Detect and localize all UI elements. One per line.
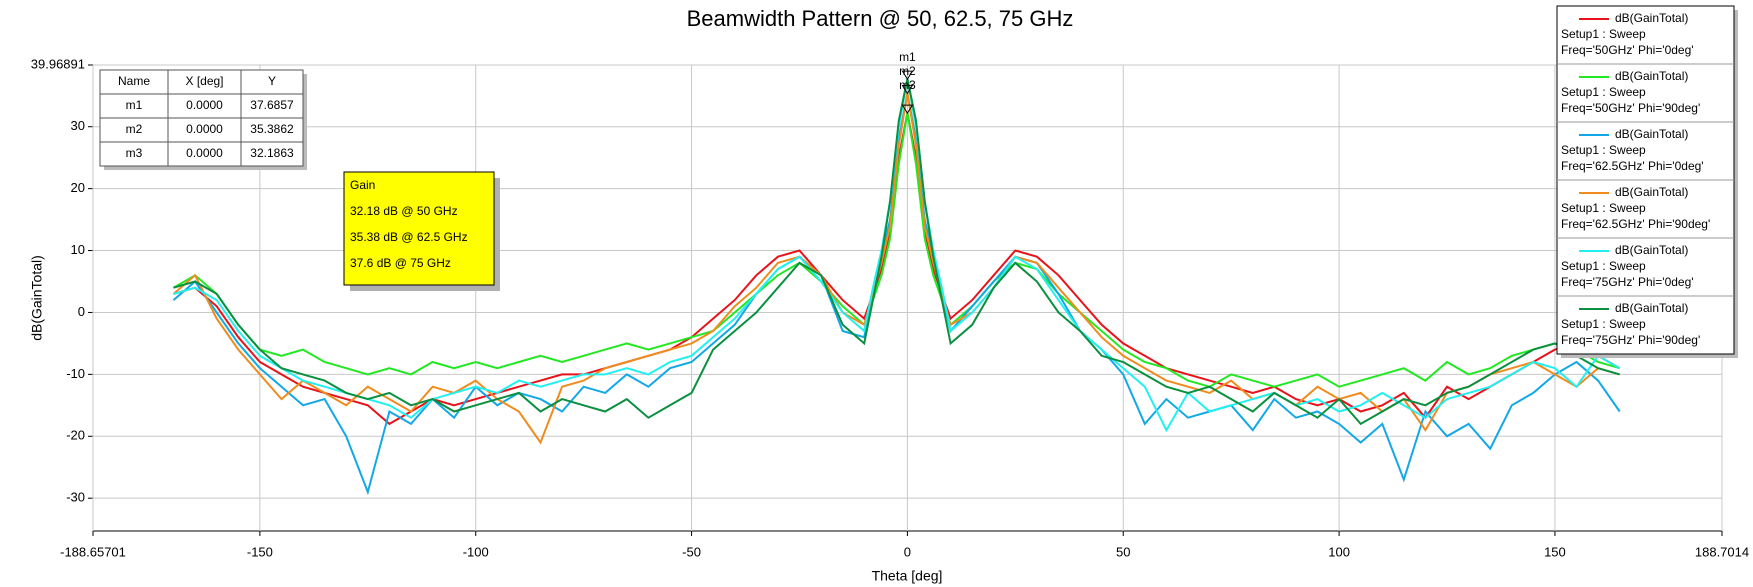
marker-triangle <box>901 70 914 81</box>
y-tick-label: -10 <box>66 366 85 381</box>
y-tick-label: 30 <box>71 118 85 133</box>
x-tick-label: -100 <box>463 544 489 559</box>
table-cell-text: 0.0000 <box>186 98 223 112</box>
y-tick-label: 0 <box>78 304 85 319</box>
table-cell-text: 37.6857 <box>250 98 294 112</box>
marker-label: m2 <box>899 64 916 78</box>
legend-name: dB(GainTotal) <box>1615 127 1688 141</box>
chart-title: Beamwidth Pattern @ 50, 62.5, 75 GHz <box>687 6 1074 31</box>
marker-triangle <box>901 84 914 95</box>
x-tick-label: 150 <box>1544 544 1566 559</box>
annotation-text: 35.38 dB @ 62.5 GHz <box>350 230 468 244</box>
x-tick-label: 188.7014 <box>1695 544 1749 559</box>
legend-setup: Setup1 : Sweep <box>1561 259 1646 273</box>
series-line <box>173 78 1620 426</box>
series-line <box>172 93 1620 445</box>
legend-setup: Setup1 : Sweep <box>1561 143 1646 157</box>
table-header: Name <box>118 74 150 88</box>
legend-name: dB(GainTotal) <box>1615 11 1688 25</box>
lines <box>172 78 1621 496</box>
table-cell-text: m2 <box>126 122 143 136</box>
legend-label: Freq='62.5GHz' Phi='0deg' <box>1561 159 1704 173</box>
table-cell-text: 0.0000 <box>186 122 223 136</box>
table-header: X [deg] <box>185 74 223 88</box>
x-tick-label: -50 <box>682 544 701 559</box>
table-cell <box>240 141 304 167</box>
table-cell-text: 32.1863 <box>250 146 294 160</box>
annotation-text: 37.6 dB @ 75 GHz <box>350 256 451 270</box>
table-cell-text: m3 <box>126 146 143 160</box>
legend-setup: Setup1 : Sweep <box>1561 27 1646 41</box>
legend-label: Freq='50GHz' Phi='90deg' <box>1561 101 1700 115</box>
x-tick-label: 100 <box>1328 544 1350 559</box>
x-axis-label: Theta [deg] <box>872 568 943 584</box>
legend-label: Freq='75GHz' Phi='90deg' <box>1561 333 1700 347</box>
legend-name: dB(GainTotal) <box>1615 69 1688 83</box>
annotation-box <box>343 171 495 286</box>
table-cell-text: 35.3862 <box>250 122 294 136</box>
y-axis-label: dB(GainTotal) <box>29 255 45 341</box>
x-tick-label: -188.65701 <box>60 544 126 559</box>
legend-label: Freq='62.5GHz' Phi='90deg' <box>1561 217 1710 231</box>
legend-label: Freq='75GHz' Phi='0deg' <box>1561 275 1694 289</box>
y-tick-label: 39.96891 <box>31 56 85 71</box>
y-tick-label: 20 <box>71 180 85 195</box>
x-tick-label: -150 <box>247 544 273 559</box>
table-cell-text: 0.0000 <box>186 146 223 160</box>
table-cell-text: m1 <box>126 98 143 112</box>
y-tick-label: -30 <box>66 490 85 505</box>
legend-label: Freq='50GHz' Phi='0deg' <box>1561 43 1694 57</box>
x-tick-label: 0 <box>904 544 911 559</box>
legend-setup: Setup1 : Sweep <box>1561 317 1646 331</box>
legend-name: dB(GainTotal) <box>1615 301 1688 315</box>
legend-name: dB(GainTotal) <box>1615 185 1688 199</box>
annotation-title: Gain <box>350 178 375 192</box>
x-tick-label: 50 <box>1116 544 1130 559</box>
series-line <box>173 112 1620 388</box>
table-header: Y <box>268 74 276 88</box>
legend-setup: Setup1 : Sweep <box>1561 85 1646 99</box>
legend-setup: Setup1 : Sweep <box>1561 201 1646 215</box>
marker-label: m1 <box>899 50 916 64</box>
annotation-text: 32.18 dB @ 50 GHz <box>350 204 458 218</box>
legend-name: dB(GainTotal) <box>1615 243 1688 257</box>
y-tick-label: -20 <box>66 428 85 443</box>
marker-label: m3 <box>899 78 916 92</box>
marker-triangle <box>901 104 914 115</box>
y-tick-label: 10 <box>71 242 85 257</box>
